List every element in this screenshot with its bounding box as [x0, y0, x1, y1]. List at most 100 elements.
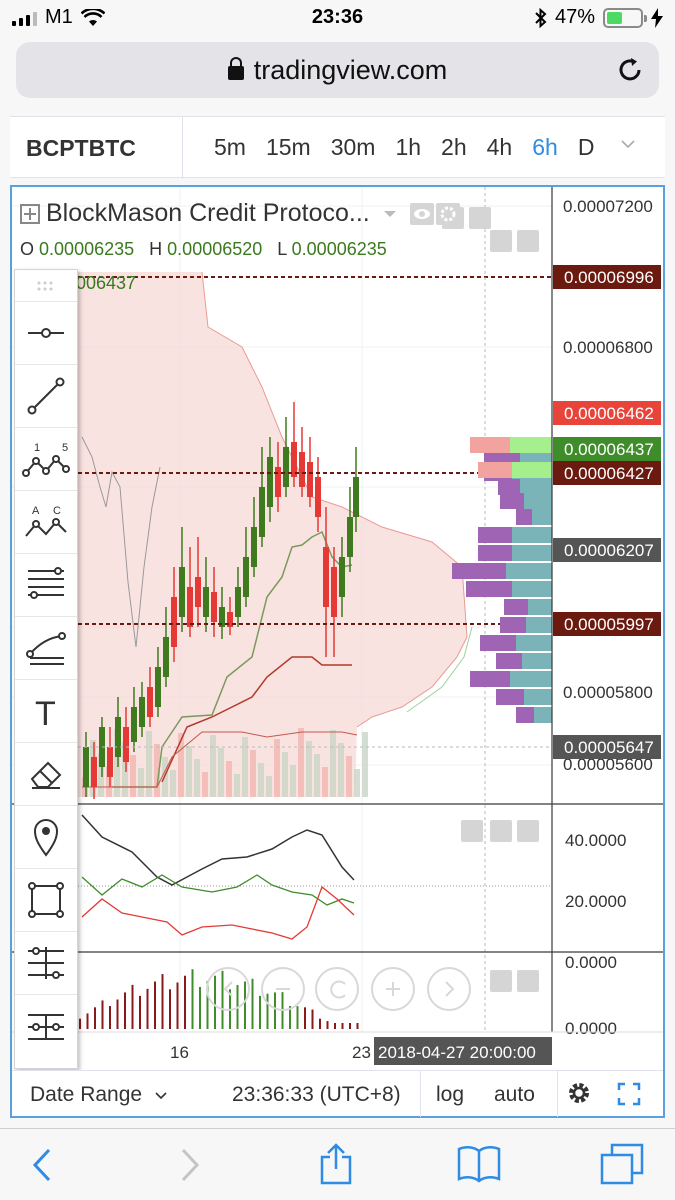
interval-2h[interactable]: 2h	[441, 134, 467, 160]
pattern-label-a: A	[32, 505, 40, 517]
text-icon[interactable]: T	[15, 680, 77, 743]
candle-body	[131, 707, 137, 742]
drag-handle-icon[interactable]	[15, 270, 77, 302]
candle-body	[83, 747, 89, 787]
crosshair-time-label: 2018-04-27 20:00:00	[378, 1043, 536, 1062]
share-icon[interactable]	[318, 1143, 354, 1185]
battery-percent: 47%	[554, 6, 595, 28]
interval-4h[interactable]: 4h	[486, 134, 513, 160]
bookmarks-icon[interactable]	[456, 1145, 502, 1183]
series-legend[interactable]: BlockMason Credit Protoco...	[20, 199, 460, 228]
candle-body	[91, 757, 97, 787]
interval-15m[interactable]: 15m	[265, 134, 311, 160]
profile-bar-up	[526, 617, 552, 633]
magnet-icon[interactable]	[15, 995, 77, 1058]
date-range-button[interactable]: Date Range	[30, 1083, 168, 1107]
high-label: H	[149, 239, 163, 259]
price-label-bg	[553, 437, 661, 461]
chart-container[interactable]: 0.00007200 0.00006800 0.00005800 0.00005…	[10, 185, 665, 1118]
volume-bar	[314, 754, 320, 797]
interval-d[interactable]: D	[577, 134, 595, 160]
plus-icon[interactable]	[20, 203, 40, 224]
interval-30m[interactable]: 30m	[330, 134, 376, 160]
reload-icon[interactable]	[615, 55, 645, 85]
profile-bar-up	[506, 563, 552, 579]
candle-body	[283, 447, 289, 487]
gear-icon[interactable]	[435, 202, 460, 225]
candle-body	[195, 577, 201, 607]
profile-bar-down	[504, 599, 528, 615]
eraser-icon[interactable]	[15, 743, 77, 806]
signal-icon	[12, 10, 37, 26]
dmi-tick-2: 20.0000	[565, 892, 626, 911]
charging-icon	[651, 7, 663, 28]
profile-bar-down	[498, 479, 520, 495]
rectangle-icon[interactable]	[15, 869, 77, 932]
log-scale-button[interactable]: log	[436, 1083, 465, 1106]
price-label: 0.00006427	[564, 464, 654, 483]
symbol-search[interactable]: BCPTBTC	[26, 135, 136, 161]
fullscreen-icon[interactable]	[617, 1082, 641, 1106]
macd-tick-1: 0.0000	[565, 953, 617, 972]
battery-icon	[603, 7, 647, 28]
pattern-label-5: 5	[62, 442, 68, 454]
time-tick-23: 23	[352, 1043, 371, 1062]
url-bar[interactable]: tradingview.com	[16, 42, 659, 98]
interval-1h[interactable]: 1h	[395, 134, 422, 160]
series-title: BlockMason Credit Protoco...	[46, 199, 370, 227]
back-icon[interactable]	[32, 1147, 52, 1183]
pitchfork-icon[interactable]	[15, 617, 77, 680]
volume-bar	[210, 735, 216, 797]
profile-bar-down	[452, 563, 506, 579]
candle-body	[353, 477, 359, 517]
chart-bottom-bar: Date Range 23:36:33 (UTC+8) log auto	[12, 1070, 663, 1117]
profile-bar-down	[496, 689, 524, 705]
volume-bar	[98, 753, 104, 797]
high-value: 0.00006520	[167, 239, 263, 259]
ohl-values: O 0.00006235 H 0.00006520 L 0.00006235	[20, 239, 387, 260]
horizontal-line-icon[interactable]	[15, 302, 77, 365]
candle-body	[139, 697, 145, 727]
pattern-label-c: C	[53, 505, 61, 517]
volume-bar	[258, 763, 264, 797]
forward-icon[interactable]	[180, 1147, 200, 1183]
tabs-icon[interactable]	[600, 1143, 644, 1185]
interval-5m[interactable]: 5m	[214, 134, 246, 160]
price-label-bg	[553, 265, 661, 289]
chart-navigation[interactable]	[206, 967, 471, 1011]
candle-body	[147, 687, 153, 717]
profile-bar-down	[500, 617, 526, 633]
candle-body	[307, 462, 313, 497]
profile-bar-down	[478, 462, 512, 478]
chart-clock: 23:36:33 (UTC+8)	[232, 1083, 401, 1106]
chart-canvas[interactable]: 0.00007200 0.00006800 0.00005800 0.00005…	[12, 187, 663, 1070]
auto-scale-button[interactable]: auto	[494, 1083, 535, 1106]
candle-body	[291, 442, 297, 477]
interval-6h[interactable]: 6h	[532, 134, 558, 160]
price-label: 0.00006462	[564, 404, 654, 423]
candle-body	[251, 527, 257, 567]
measure-icon[interactable]	[15, 932, 77, 995]
candle-body	[267, 457, 273, 507]
chevron-down-icon[interactable]	[621, 139, 635, 149]
profile-bar-down	[466, 581, 512, 597]
settings-gear-icon[interactable]	[566, 1080, 592, 1106]
pin-icon[interactable]	[15, 806, 77, 869]
carrier: M1	[12, 6, 105, 29]
candle-body	[323, 547, 329, 607]
volume-bar	[106, 766, 112, 797]
volume-bar	[202, 772, 208, 797]
eye-icon[interactable]	[409, 202, 434, 225]
interval-list: 5m 15m 30m 1h 2h 4h 6h D	[204, 134, 604, 161]
chevron-down-icon[interactable]	[382, 209, 398, 219]
fib-retracement-icon[interactable]	[15, 554, 77, 617]
browser-toolbar	[0, 1128, 675, 1200]
price-label-bg	[553, 735, 661, 759]
dmi-tick-1: 40.0000	[565, 831, 626, 850]
bluetooth-icon	[535, 7, 547, 28]
clock: 23:36	[311, 6, 364, 28]
trend-line-icon[interactable]	[15, 365, 77, 428]
